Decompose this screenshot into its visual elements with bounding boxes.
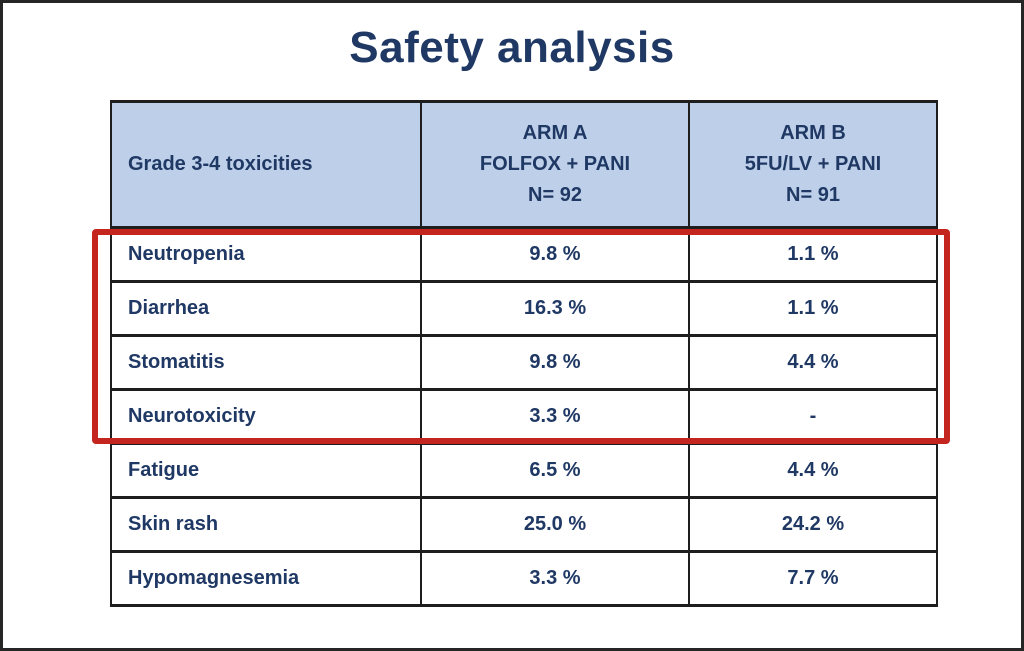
- arm-a-value-cell: 6.5 %: [420, 442, 690, 499]
- arm-b-value-cell: 4.4 %: [688, 442, 938, 499]
- arm-b-value-cell: 1.1 %: [688, 226, 938, 283]
- arm-b-regimen: 5FU/LV + PANI: [744, 153, 882, 175]
- arm-a-value-cell: 9.8 %: [420, 334, 690, 391]
- column-header-arm-b: ARM B 5FU/LV + PANI N= 91: [688, 100, 938, 229]
- table-row-neutropenia: Neutropenia 9.8 % 1.1 %: [110, 226, 938, 283]
- table-row-skin-rash: Skin rash 25.0 % 24.2 %: [110, 496, 938, 553]
- arm-b-n-count: N= 91: [786, 184, 840, 206]
- column-header-arm-a: ARM A FOLFOX + PANI N= 92: [420, 100, 690, 229]
- arm-a-value-cell: 9.8 %: [420, 226, 690, 283]
- table-row-neurotoxicity: Neurotoxicity 3.3 % -: [110, 388, 938, 445]
- table-body: Neutropenia 9.8 % 1.1 % Diarrhea 16.3 % …: [110, 226, 938, 607]
- header-row: Grade 3-4 toxicities ARM A FOLFOX + PANI…: [110, 100, 938, 229]
- arm-a-n-count: N= 92: [528, 184, 582, 206]
- arm-b-value-cell: 7.7 %: [688, 550, 938, 607]
- arm-a-value-cell: 25.0 %: [420, 496, 690, 553]
- toxicity-name-cell: Neurotoxicity: [110, 388, 422, 445]
- toxicity-name-cell: Skin rash: [110, 496, 422, 553]
- arm-a-value-cell: 3.3 %: [420, 550, 690, 607]
- toxicity-name-cell: Diarrhea: [110, 280, 422, 337]
- toxicity-name-cell: Stomatitis: [110, 334, 422, 391]
- safety-table: Grade 3-4 toxicities ARM A FOLFOX + PANI…: [110, 100, 938, 607]
- arm-b-value-cell: 4.4 %: [688, 334, 938, 391]
- arm-b-value-cell: 24.2 %: [688, 496, 938, 553]
- table-row-fatigue: Fatigue 6.5 % 4.4 %: [110, 442, 938, 499]
- toxicity-name-cell: Neutropenia: [110, 226, 422, 283]
- table-header: Grade 3-4 toxicities ARM A FOLFOX + PANI…: [110, 100, 938, 229]
- arm-b-value-cell: -: [688, 388, 938, 445]
- arm-a-value-cell: 3.3 %: [420, 388, 690, 445]
- column-header-toxicities: Grade 3-4 toxicities: [110, 100, 422, 229]
- toxicity-name-cell: Hypomagnesemia: [110, 550, 422, 607]
- table-row-diarrhea: Diarrhea 16.3 % 1.1 %: [110, 280, 938, 337]
- arm-b-value-cell: 1.1 %: [688, 280, 938, 337]
- arm-a-title: ARM A: [522, 122, 588, 144]
- table-row-stomatitis: Stomatitis 9.8 % 4.4 %: [110, 334, 938, 391]
- arm-a-regimen: FOLFOX + PANI: [479, 153, 631, 175]
- page-title: Safety analysis: [349, 23, 675, 72]
- toxicity-name-cell: Fatigue: [110, 442, 422, 499]
- table-row-hypomagnesemia: Hypomagnesemia 3.3 % 7.7 %: [110, 550, 938, 607]
- arm-a-value-cell: 16.3 %: [420, 280, 690, 337]
- arm-b-title: ARM B: [780, 122, 846, 144]
